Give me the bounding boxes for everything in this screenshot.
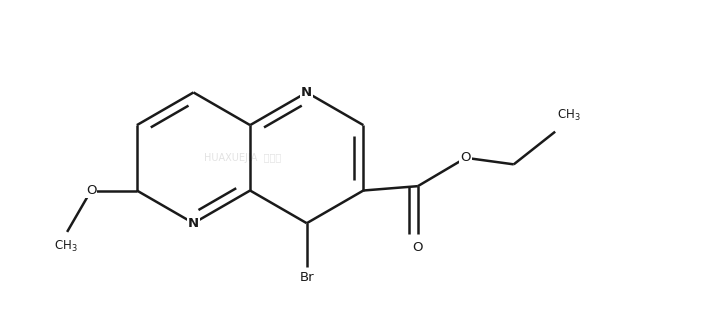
Text: O: O	[460, 151, 471, 164]
Text: N: N	[188, 217, 199, 230]
Text: CH$_3$: CH$_3$	[54, 238, 78, 253]
Text: Br: Br	[299, 271, 314, 284]
Text: HUAXUEJIA  化学加: HUAXUEJIA 化学加	[204, 153, 281, 163]
Text: O: O	[86, 184, 96, 197]
Text: O: O	[413, 241, 423, 254]
Text: N: N	[301, 86, 312, 99]
Text: CH$_3$: CH$_3$	[557, 108, 581, 123]
